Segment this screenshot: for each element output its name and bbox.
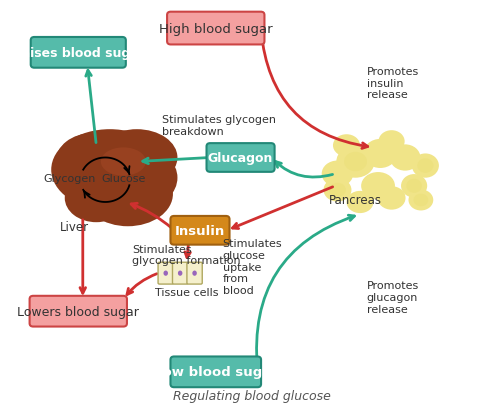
Ellipse shape xyxy=(413,194,428,207)
FancyBboxPatch shape xyxy=(172,263,188,284)
Ellipse shape xyxy=(65,174,128,222)
Ellipse shape xyxy=(347,191,373,213)
Ellipse shape xyxy=(322,161,353,187)
Text: Low blood sugar: Low blood sugar xyxy=(154,366,278,378)
FancyBboxPatch shape xyxy=(170,357,261,387)
Ellipse shape xyxy=(192,271,197,276)
Ellipse shape xyxy=(363,139,397,169)
FancyBboxPatch shape xyxy=(206,144,275,173)
Ellipse shape xyxy=(379,131,405,153)
FancyBboxPatch shape xyxy=(30,296,127,327)
FancyBboxPatch shape xyxy=(187,263,202,284)
Ellipse shape xyxy=(324,179,351,202)
Text: Promotes
glucagon
release: Promotes glucagon release xyxy=(367,281,419,314)
FancyBboxPatch shape xyxy=(167,13,264,45)
Text: Glycogen: Glycogen xyxy=(43,173,96,183)
Text: Glucagon: Glucagon xyxy=(208,152,273,164)
Ellipse shape xyxy=(401,175,427,198)
Ellipse shape xyxy=(361,173,395,200)
Ellipse shape xyxy=(408,190,433,211)
Ellipse shape xyxy=(329,183,346,198)
Text: Tissue cells: Tissue cells xyxy=(155,287,218,297)
Ellipse shape xyxy=(56,134,128,190)
Ellipse shape xyxy=(417,159,433,173)
Text: Liver: Liver xyxy=(60,220,89,233)
Ellipse shape xyxy=(390,145,420,171)
Ellipse shape xyxy=(333,135,360,157)
Ellipse shape xyxy=(412,154,439,178)
Text: Regulating blood glucose: Regulating blood glucose xyxy=(173,389,331,402)
Text: Stimulates
glycogen formation: Stimulates glycogen formation xyxy=(132,244,241,266)
Text: Insulin: Insulin xyxy=(175,224,225,237)
Text: High blood sugar: High blood sugar xyxy=(159,22,273,36)
Ellipse shape xyxy=(101,148,146,176)
Text: Stimulates glycogen
breakdown: Stimulates glycogen breakdown xyxy=(162,115,276,137)
Ellipse shape xyxy=(178,271,182,276)
FancyBboxPatch shape xyxy=(170,216,229,245)
FancyBboxPatch shape xyxy=(31,38,126,69)
Text: Promotes
insulin
release: Promotes insulin release xyxy=(367,67,419,100)
Ellipse shape xyxy=(51,130,168,211)
Text: Stimulates
glucose
uptake
from
blood: Stimulates glucose uptake from blood xyxy=(223,239,282,295)
Text: Glucose: Glucose xyxy=(101,173,145,183)
Ellipse shape xyxy=(114,150,178,207)
Ellipse shape xyxy=(336,146,375,178)
Ellipse shape xyxy=(96,130,178,187)
Text: Raises blood sugar: Raises blood sugar xyxy=(12,47,144,60)
Text: Lowers blood sugar: Lowers blood sugar xyxy=(17,305,139,318)
FancyBboxPatch shape xyxy=(158,263,173,284)
Text: Pancreas: Pancreas xyxy=(329,194,382,207)
Ellipse shape xyxy=(164,271,168,276)
Ellipse shape xyxy=(378,187,406,210)
Ellipse shape xyxy=(406,179,422,193)
Ellipse shape xyxy=(344,153,367,172)
Ellipse shape xyxy=(83,162,173,227)
